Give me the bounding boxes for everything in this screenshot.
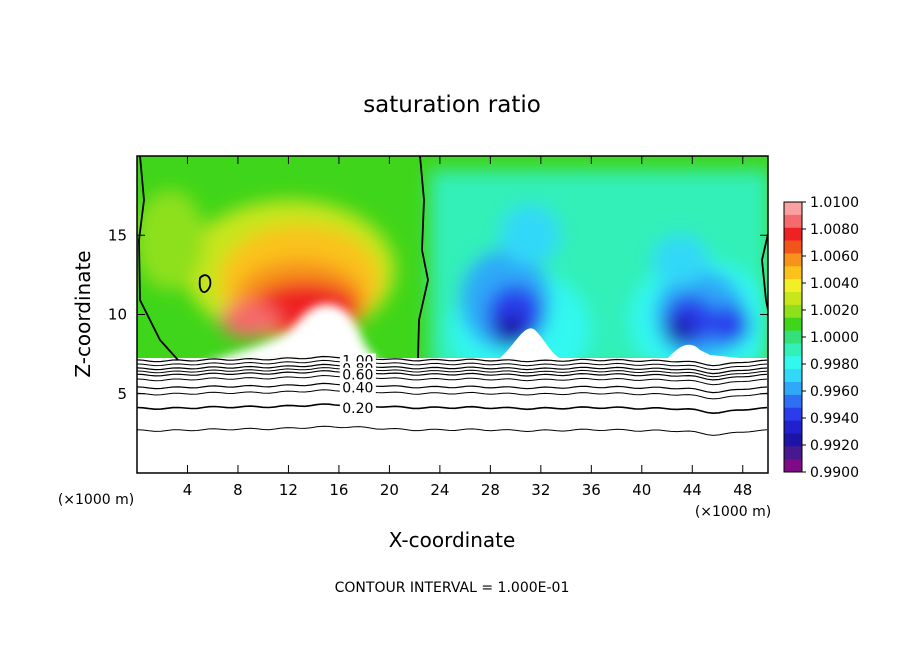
colorbar-swatch xyxy=(784,202,802,216)
colorbar-swatch xyxy=(784,304,802,319)
colorbar-swatch xyxy=(784,214,802,229)
colorbar-swatch xyxy=(784,227,802,242)
x-axis-ticks: 4 8 12 16 20 24 28 32 36 40 44 48 xyxy=(183,156,752,499)
colorbar-label: 0.9920 xyxy=(810,438,859,454)
x-tick-label: 20 xyxy=(380,481,399,499)
colorbar-swatch xyxy=(784,240,802,254)
contour-interval-note: CONTOUR INTERVAL = 1.000E-01 xyxy=(335,580,570,596)
contour-line-labeled xyxy=(137,355,768,367)
y-axis-title: Z-coordinate xyxy=(71,250,95,377)
colorbar-swatch xyxy=(784,369,802,383)
x-tick-label: 8 xyxy=(233,481,243,499)
colorbar-label: 0.9960 xyxy=(810,384,859,400)
colorbar xyxy=(783,201,803,473)
colorbar-label: 1.0060 xyxy=(810,249,859,265)
x-tick-label: 24 xyxy=(430,481,449,499)
x-tick-label: 44 xyxy=(683,481,702,499)
boundary-contours xyxy=(138,156,768,361)
colorbar-label: 0.9980 xyxy=(810,357,859,373)
contour-line xyxy=(137,389,768,400)
contour-line xyxy=(137,425,768,436)
contour-lines xyxy=(137,355,768,436)
colorbar-swatch xyxy=(784,266,802,280)
colorbar-label: 1.0080 xyxy=(810,222,859,238)
contour-label-bg xyxy=(339,401,376,416)
contour-line xyxy=(137,374,768,386)
colorbar-swatch xyxy=(784,407,802,422)
contour-line-labeled xyxy=(137,382,768,394)
x-tick-label: 40 xyxy=(632,481,651,499)
colorbar-label: 1.0020 xyxy=(810,303,859,319)
colorbar-swatch xyxy=(784,343,802,357)
colorbar-label: 1.0000 xyxy=(810,330,859,346)
heatmap-field xyxy=(137,156,768,473)
colorbar-label: 0.9900 xyxy=(810,465,859,481)
x-axis-title: X-coordinate xyxy=(389,528,516,552)
colorbar-swatch xyxy=(784,420,802,434)
contour-line-labeled xyxy=(137,403,768,415)
contour-line xyxy=(137,359,768,371)
colorbar-swatch xyxy=(784,279,802,293)
x-tick-label: 36 xyxy=(582,481,601,499)
x-tick-label: 16 xyxy=(329,481,348,499)
colorbar-label: 1.0040 xyxy=(810,276,859,292)
chart-title: saturation ratio xyxy=(363,92,541,118)
colorbar-swatch xyxy=(784,433,802,447)
y-axis-ticks: 5 10 15 xyxy=(108,226,768,403)
x-tick-label: 32 xyxy=(531,481,550,499)
colorbar-swatch xyxy=(784,292,802,306)
x-tick-label: 4 xyxy=(183,481,193,499)
x-tick-label: 12 xyxy=(279,481,298,499)
contour-label-bg xyxy=(339,367,376,382)
y-tick-label: 10 xyxy=(108,306,127,324)
contour-line xyxy=(137,367,768,378)
colorbar-swatch xyxy=(784,317,802,332)
contour-label-bg xyxy=(339,380,376,395)
x-axis-unit: (×1000 m) xyxy=(695,504,771,520)
x-tick-label: 28 xyxy=(481,481,500,499)
colorbar-label: 1.0100 xyxy=(810,195,859,211)
colorbar-swatch xyxy=(784,330,802,344)
colorbar-swatch xyxy=(784,446,802,460)
y-tick-label: 5 xyxy=(117,385,127,403)
colorbar-swatch xyxy=(784,356,802,370)
y-axis-unit: (×1000 m) xyxy=(58,492,134,508)
contour-line-labeled xyxy=(137,363,768,375)
colorbar-swatch xyxy=(784,394,802,409)
contour-label: 0.20 xyxy=(342,401,373,417)
contour-line-labeled xyxy=(137,370,768,381)
colorbar-swatch xyxy=(784,253,802,267)
x-tick-label: 48 xyxy=(733,481,752,499)
contour-label: 0.60 xyxy=(342,368,373,384)
colorbar-swatch xyxy=(784,382,802,396)
contour-label: 0.40 xyxy=(342,380,373,396)
colorbar-label: 0.9940 xyxy=(810,411,859,427)
colorbar-swatch xyxy=(784,459,802,473)
contour-labels: 1.000.800.600.400.20 xyxy=(339,353,376,417)
colorbar-labels: 1.0100 1.0080 1.0060 1.0040 1.0020 1.0000 0.99… xyxy=(802,195,859,481)
y-tick-label: 15 xyxy=(108,226,127,244)
